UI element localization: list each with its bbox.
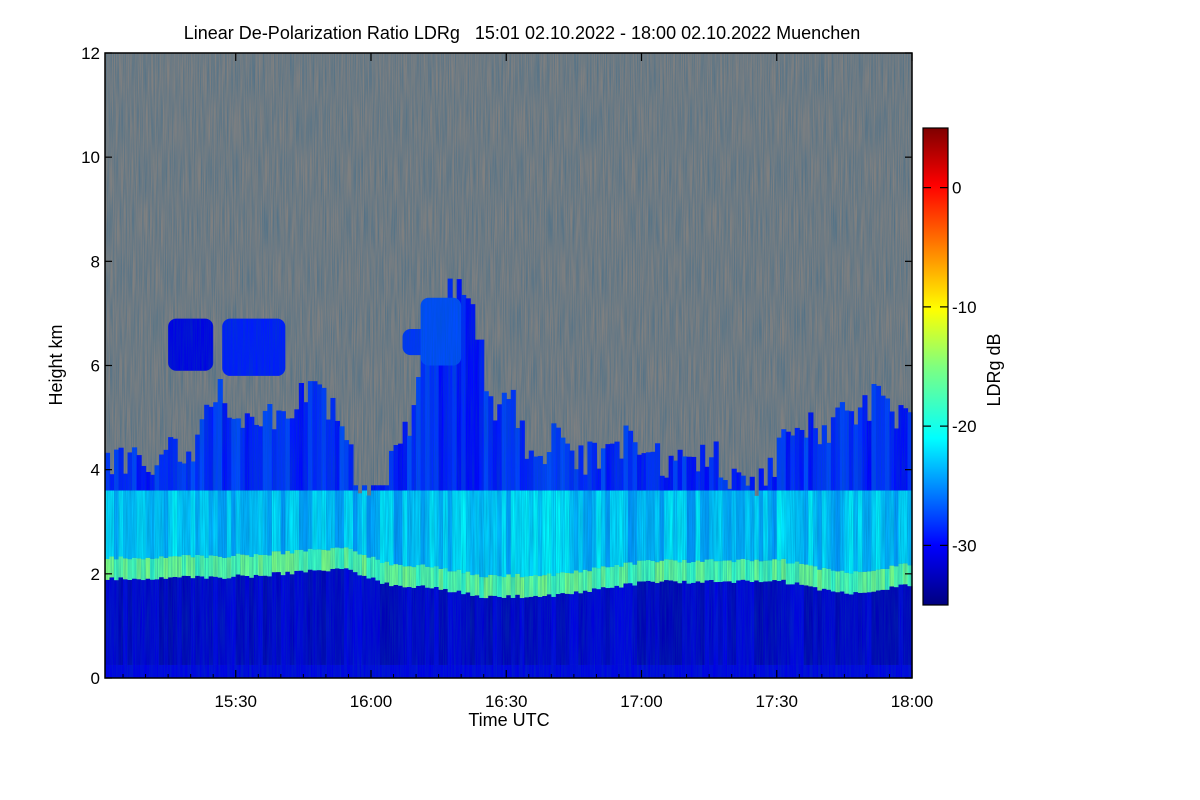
y-axis-label: Height km	[46, 324, 66, 405]
x-tick-label: 16:30	[485, 692, 528, 711]
x-axis-label: Time UTC	[468, 710, 549, 730]
colorbar-tick-label: 0	[952, 179, 961, 198]
colorbar-ticks: 0 -10 -20 -30	[923, 179, 977, 555]
x-tick-label: 16:00	[350, 692, 393, 711]
y-tick-label: 0	[91, 669, 100, 688]
colorbar: 0 -10 -20 -30 LDRg dB	[922, 127, 1004, 606]
x-tick-label: 17:30	[755, 692, 798, 711]
colorbar-tick-label: -30	[952, 536, 977, 555]
y-tick-label: 6	[91, 357, 100, 376]
y-tick-label: 10	[81, 148, 100, 167]
y-axis: 0 2 4 6 8 10 12	[81, 44, 912, 688]
y-tick-label: 8	[91, 252, 100, 271]
colorbar-gradient	[922, 127, 949, 606]
x-axis: 15:30 16:00 16:30 17:00 17:30 18:00	[122, 53, 934, 711]
x-tick-label: 18:00	[891, 692, 934, 711]
y-tick-label: 2	[91, 565, 100, 584]
chart-title: Linear De-Polarization Ratio LDRg 15:01 …	[184, 23, 860, 43]
y-tick-label: 12	[81, 44, 100, 63]
colorbar-tick-label: -10	[952, 298, 977, 317]
texture-overlay	[105, 53, 912, 678]
y-tick-label: 4	[91, 461, 100, 480]
x-tick-label: 15:30	[214, 692, 257, 711]
colorbar-tick-label: -20	[952, 417, 977, 436]
x-tick-label: 17:00	[620, 692, 663, 711]
colorbar-label: LDRg dB	[984, 333, 1004, 406]
plot-area	[104, 52, 913, 679]
